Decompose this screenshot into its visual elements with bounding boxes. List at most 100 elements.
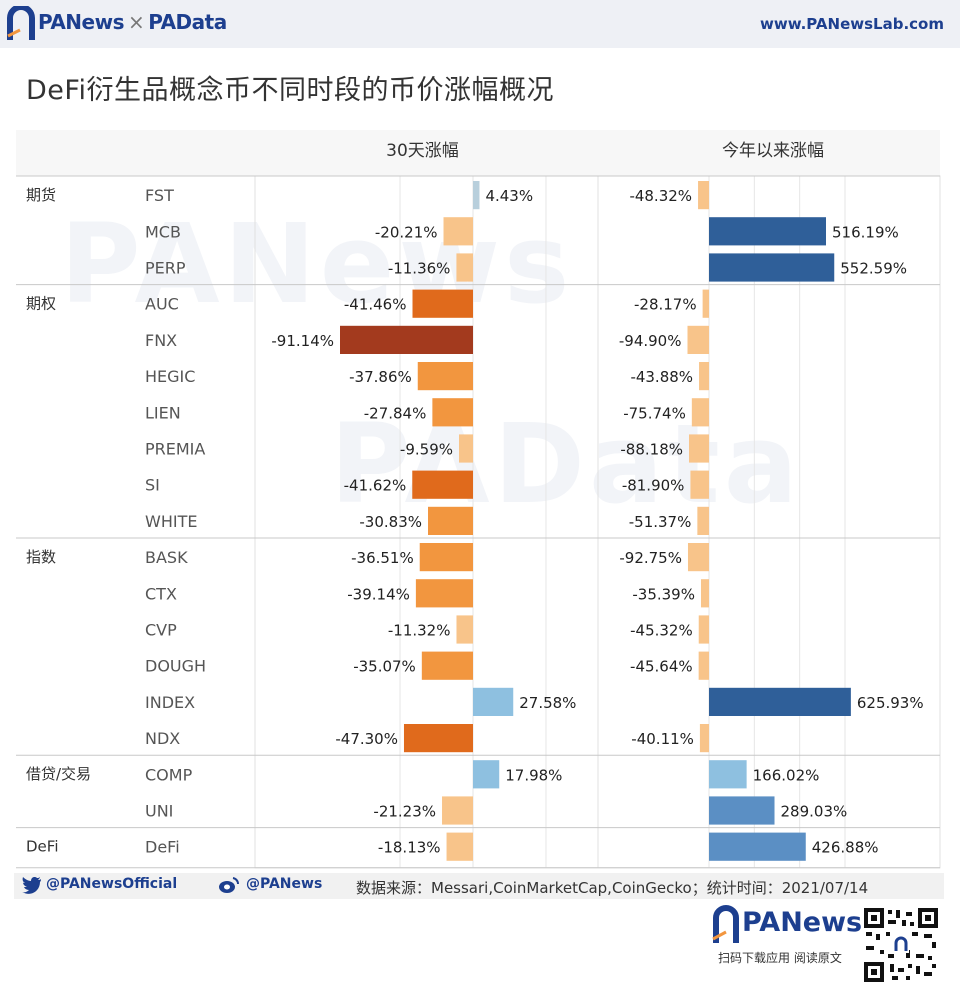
group-label: 指数 — [26, 548, 56, 566]
twitter-handle[interactable]: @PANewsOfficial — [46, 876, 178, 892]
data-label-ytd: -40.11% — [631, 730, 694, 748]
data-label-30d: -11.36% — [388, 260, 451, 278]
data-label-ytd: -88.18% — [620, 441, 683, 459]
bar-ytd — [709, 253, 835, 282]
column-header: 30天涨幅 — [386, 141, 459, 161]
data-label-ytd: 166.02% — [753, 766, 820, 784]
bar-ytd — [709, 760, 747, 789]
bar-30d — [456, 615, 473, 644]
data-label-ytd: 552.59% — [840, 260, 907, 278]
page-title: DeFi衍生品概念币不同时段的币价涨幅概况 — [26, 75, 554, 106]
group-label: 期货 — [26, 186, 56, 204]
token-label: FST — [145, 186, 174, 205]
token-label: PREMIA — [145, 440, 205, 459]
bar-ytd — [709, 796, 775, 825]
footer-background — [14, 873, 944, 899]
data-label-30d: -47.30% — [335, 730, 398, 748]
bar-ytd — [709, 687, 851, 716]
data-label-30d: -30.83% — [359, 513, 422, 531]
data-label-30d: -20.21% — [375, 223, 438, 241]
token-label: DeFi — [145, 838, 180, 857]
brand-separator: × — [127, 10, 145, 34]
panews-logo-icon — [712, 905, 739, 943]
data-label-ytd: 289.03% — [781, 803, 848, 821]
data-label-ytd: -75.74% — [623, 404, 686, 422]
bar-ytd — [687, 325, 709, 354]
bar-ytd — [698, 651, 709, 680]
token-label: SI — [145, 476, 160, 495]
header-strip — [16, 130, 940, 176]
bottom-brand-caption: 扫码下载应用 阅读原文 — [718, 951, 842, 965]
bar-ytd — [697, 506, 709, 535]
token-label: NDX — [145, 729, 180, 748]
data-label-ytd: -94.90% — [619, 332, 682, 350]
bar-30d — [459, 434, 473, 463]
bar-30d — [443, 217, 473, 246]
bar-30d — [419, 543, 473, 572]
weibo-handle[interactable]: @PANews — [246, 876, 323, 892]
bottom-brand-name: PANews — [742, 907, 863, 938]
bar-30d — [446, 832, 473, 861]
data-label-ytd: -43.88% — [630, 368, 693, 386]
footer-bar: @PANewsOfficial @PANews 数据来源：Messari,Coi… — [0, 870, 960, 900]
data-label-30d: -41.62% — [344, 477, 407, 495]
token-label: WHITE — [145, 512, 197, 531]
data-label-ytd: -48.32% — [629, 187, 692, 205]
qr-code-icon[interactable] — [862, 906, 940, 984]
data-label-30d: -37.86% — [349, 368, 412, 386]
data-label-30d: -18.13% — [378, 839, 441, 857]
data-label-30d: 4.43% — [485, 187, 533, 205]
brand-padata: PAData — [148, 10, 227, 34]
token-label: MCB — [145, 222, 181, 241]
bar-30d — [412, 470, 473, 499]
bar-30d — [421, 651, 473, 680]
site-url-link[interactable]: www.PANewsLab.com — [760, 15, 944, 33]
group-label: DeFi — [26, 838, 58, 856]
data-source-note: 数据来源：Messari,CoinMarketCap,CoinGecko；统计时… — [356, 879, 869, 897]
token-label: FNX — [145, 331, 177, 350]
data-label-30d: -91.14% — [271, 332, 334, 350]
group-label: 借贷/交易 — [26, 765, 91, 783]
panews-logo-icon — [7, 6, 35, 40]
twitter-icon — [22, 877, 41, 894]
bar-ytd — [689, 434, 709, 463]
bar-30d — [428, 506, 473, 535]
header-brand: PANews × PAData — [38, 10, 227, 34]
bar-ytd — [690, 470, 709, 499]
data-label-ytd: -45.32% — [630, 622, 693, 640]
token-label: PERP — [145, 259, 186, 278]
data-label-ytd: -35.39% — [632, 585, 695, 603]
data-label-30d: -11.32% — [388, 622, 451, 640]
top-banner: PANews × PAData www.PANewsLab.com — [0, 0, 960, 48]
token-label: LIEN — [145, 403, 181, 422]
bar-30d — [442, 796, 473, 825]
token-label: DOUGH — [145, 657, 206, 676]
data-label-30d: -41.46% — [344, 296, 407, 314]
data-label-ytd: 516.19% — [832, 223, 899, 241]
token-label: UNI — [145, 802, 173, 821]
data-label-30d: 17.98% — [505, 766, 562, 784]
data-label-ytd: 426.88% — [812, 839, 879, 857]
token-label: AUC — [145, 295, 179, 314]
bar-ytd — [699, 362, 709, 391]
bar-30d — [417, 362, 473, 391]
bar-ytd — [691, 398, 709, 427]
data-label-30d: -39.14% — [347, 585, 410, 603]
data-label-30d: -27.84% — [364, 404, 427, 422]
data-label-30d: -36.51% — [351, 549, 414, 567]
bar-ytd — [709, 832, 806, 861]
bar-30d — [456, 253, 473, 282]
data-label-ytd: -45.64% — [630, 658, 693, 676]
data-label-30d: -35.07% — [353, 658, 416, 676]
bar-30d — [340, 325, 473, 354]
bar-30d — [415, 579, 473, 608]
data-label-30d: -9.59% — [400, 441, 453, 459]
data-label-ytd: -28.17% — [634, 296, 697, 314]
token-label: COMP — [145, 765, 193, 784]
bar-30d — [412, 289, 473, 318]
bar-ytd — [699, 724, 709, 753]
pane-30d — [254, 175, 599, 869]
token-label: CVP — [145, 621, 177, 640]
data-label-30d: -21.23% — [373, 803, 436, 821]
